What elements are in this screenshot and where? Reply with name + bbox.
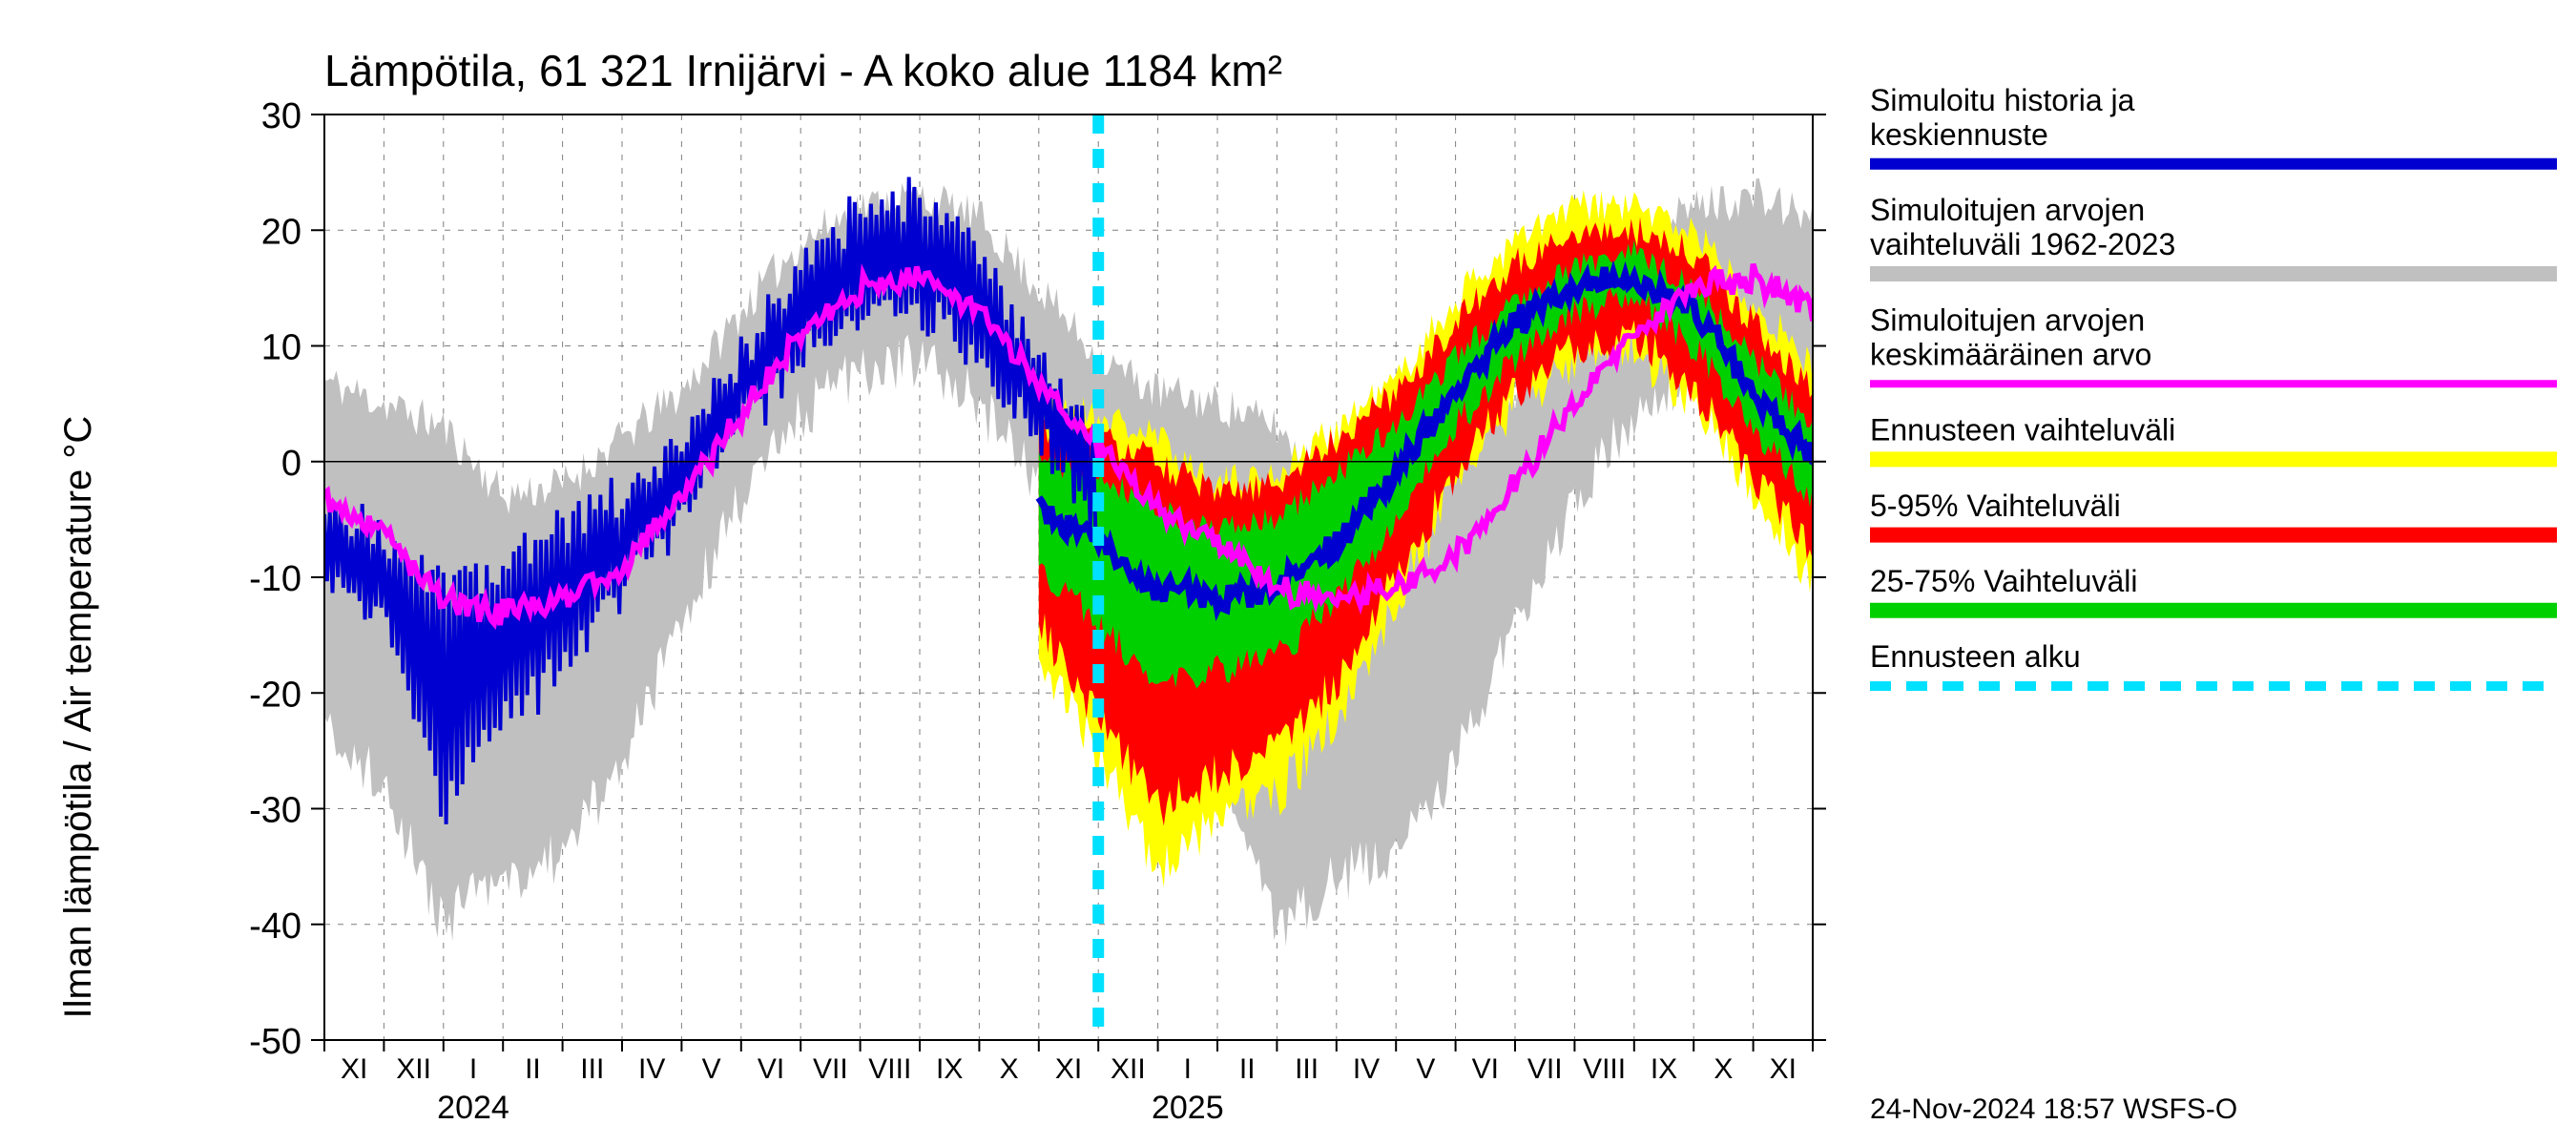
x-month-label: III — [1295, 1053, 1319, 1085]
y-tick-label: 30 — [261, 96, 301, 136]
x-month-label: II — [1239, 1053, 1256, 1085]
legend-label: Ennusteen alku — [1870, 639, 2081, 674]
y-tick-label: -10 — [249, 559, 301, 599]
x-month-label: XI — [1770, 1053, 1797, 1085]
footer-text: 24-Nov-2024 18:57 WSFS-O — [1870, 1093, 2237, 1125]
legend-label: keskiennuste — [1870, 117, 2048, 152]
legend-label: 5-95% Vaihteluväli — [1870, 489, 2121, 523]
chart-title: Lämpötila, 61 321 Irnijärvi - A koko alu… — [324, 46, 1282, 95]
x-month-label: V — [1416, 1053, 1435, 1085]
legend-label: 25-75% Vaihteluväli — [1870, 564, 2137, 598]
x-month-label: I — [469, 1053, 477, 1085]
x-month-label: II — [525, 1053, 541, 1085]
x-month-label: XII — [396, 1053, 431, 1085]
legend-label: keskimääräinen arvo — [1870, 337, 2151, 371]
x-month-label: XI — [1055, 1053, 1082, 1085]
x-year-label: 2024 — [437, 1090, 509, 1126]
x-month-label: VI — [758, 1053, 784, 1085]
x-month-label: XI — [341, 1053, 367, 1085]
x-year-label: 2025 — [1152, 1090, 1224, 1126]
x-month-label: IX — [936, 1053, 963, 1085]
x-month-label: IV — [638, 1053, 665, 1085]
x-month-label: VI — [1472, 1053, 1499, 1085]
x-month-label: IV — [1353, 1053, 1380, 1085]
x-month-label: VIII — [1583, 1053, 1626, 1085]
x-month-label: III — [580, 1053, 604, 1085]
x-month-label: VIII — [868, 1053, 911, 1085]
y-tick-label: -20 — [249, 675, 301, 715]
x-month-label: I — [1184, 1053, 1192, 1085]
y-tick-label: 0 — [281, 444, 301, 484]
x-month-label: X — [1714, 1053, 1733, 1085]
x-month-label: IX — [1651, 1053, 1677, 1085]
y-tick-label: -50 — [249, 1022, 301, 1062]
x-month-label: XII — [1111, 1053, 1146, 1085]
x-month-label: X — [1000, 1053, 1019, 1085]
legend-label: Ennusteen vaihteluväli — [1870, 413, 2175, 448]
x-month-label: VII — [813, 1053, 848, 1085]
x-month-label: VII — [1527, 1053, 1563, 1085]
y-axis-label: Ilman lämpötila / Air temperature °C — [57, 416, 100, 1019]
y-tick-label: 20 — [261, 212, 301, 252]
legend-label: vaihteluväli 1962-2023 — [1870, 227, 2175, 261]
y-tick-label: 10 — [261, 328, 301, 368]
y-tick-label: -40 — [249, 906, 301, 947]
y-tick-label: -30 — [249, 791, 301, 831]
legend-label: Simuloitujen arvojen — [1870, 193, 2145, 227]
legend-label: Simuloitu historia ja — [1870, 83, 2135, 117]
legend-label: Simuloitujen arvojen — [1870, 302, 2145, 337]
x-month-label: V — [702, 1053, 721, 1085]
